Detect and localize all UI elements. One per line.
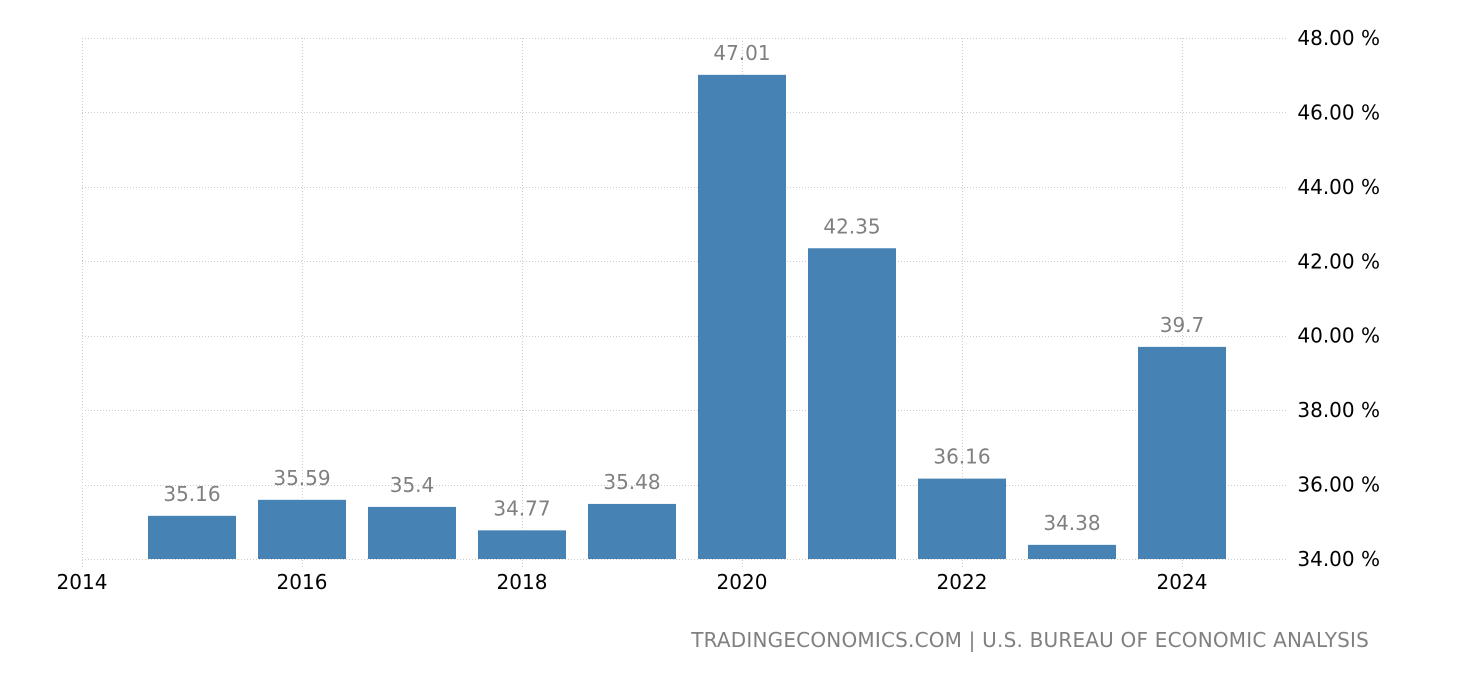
bar-2015[interactable] bbox=[148, 515, 236, 559]
y-tick-label: 46.00 % bbox=[1297, 100, 1380, 124]
x-axis: 2014 2016 2018 2020 2022 2024 bbox=[57, 570, 1208, 594]
grid-lines bbox=[82, 38, 1288, 567]
bar-2022[interactable] bbox=[918, 478, 1006, 559]
data-label-2020: 47.01 bbox=[713, 41, 770, 65]
bar-2023[interactable] bbox=[1028, 544, 1116, 559]
data-labels: 35.16 35.59 35.4 34.77 35.48 47.01 42.35 36.16 3… bbox=[163, 41, 1204, 535]
x-tick-label: 2024 bbox=[1157, 570, 1208, 594]
y-tick-label: 36.00 % bbox=[1297, 473, 1380, 497]
data-label-2018: 34.77 bbox=[493, 496, 550, 520]
bar-2016[interactable] bbox=[258, 499, 346, 559]
y-tick-label: 34.00 % bbox=[1297, 547, 1380, 571]
y-tick-label: 48.00 % bbox=[1297, 26, 1380, 50]
bar-2021[interactable] bbox=[808, 248, 896, 559]
bar-2019[interactable] bbox=[588, 503, 676, 559]
bar-2020[interactable] bbox=[698, 74, 786, 560]
y-tick-label: 40.00 % bbox=[1297, 324, 1380, 348]
y-axis: 34.00 % 36.00 % 38.00 % 40.00 % 42.00 % 44.00… bbox=[1297, 26, 1380, 571]
y-tick-label: 38.00 % bbox=[1297, 398, 1380, 422]
x-tick-label: 2016 bbox=[277, 570, 328, 594]
data-label-2024: 39.7 bbox=[1160, 313, 1205, 337]
x-tick-label: 2020 bbox=[717, 570, 768, 594]
x-tick-label: 2014 bbox=[57, 570, 108, 594]
source-attribution: TRADINGECONOMICS.COM | U.S. BUREAU OF EC… bbox=[691, 628, 1369, 652]
data-label-2023: 34.38 bbox=[1043, 511, 1100, 535]
data-label-2016: 35.59 bbox=[273, 466, 330, 490]
x-tick-label: 2018 bbox=[497, 570, 548, 594]
data-label-2017: 35.4 bbox=[390, 473, 435, 497]
y-tick-label: 42.00 % bbox=[1297, 249, 1380, 273]
data-label-2022: 36.16 bbox=[933, 445, 990, 469]
bars bbox=[148, 74, 1226, 560]
data-label-2021: 42.35 bbox=[823, 214, 880, 238]
data-label-2019: 35.48 bbox=[603, 470, 660, 494]
y-tick-label: 44.00 % bbox=[1297, 175, 1380, 199]
bar-2024[interactable] bbox=[1138, 346, 1226, 559]
data-label-2015: 35.16 bbox=[163, 482, 220, 506]
bar-2018[interactable] bbox=[478, 530, 566, 559]
x-tick-label: 2022 bbox=[937, 570, 988, 594]
bar-2017[interactable] bbox=[368, 506, 456, 559]
